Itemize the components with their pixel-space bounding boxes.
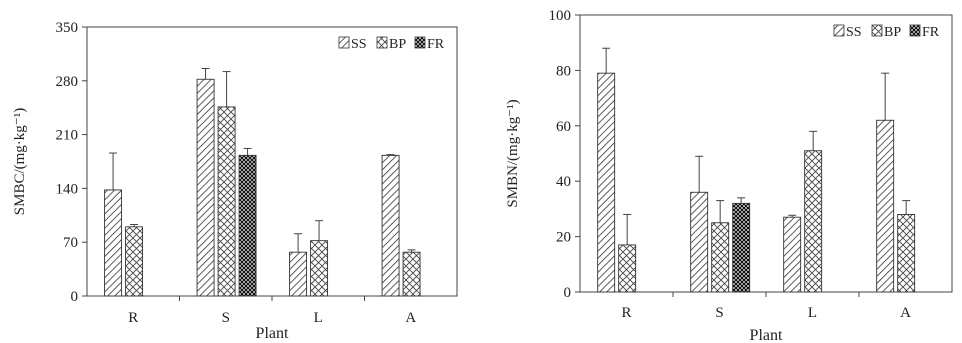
y-tick-label: 0 — [71, 289, 79, 305]
y-tick-label: 40 — [556, 174, 571, 190]
legend-swatch-ss — [833, 24, 845, 37]
y-tick-label: 80 — [556, 63, 571, 79]
y-axis-label: SMBC/(mg·kg⁻¹) — [12, 108, 28, 215]
legend-swatch-ss — [338, 36, 350, 49]
bar-ss-r — [104, 189, 123, 297]
x-axis-label: Plant — [256, 325, 289, 342]
bars — [104, 68, 421, 297]
y-tick-label: 60 — [556, 119, 571, 135]
legend-label-ss: SS — [351, 37, 367, 52]
error-bar-ss-a — [881, 72, 890, 121]
legend-swatch-fr — [414, 36, 426, 49]
error-bar-bp-s — [222, 71, 231, 107]
legend-swatch-fr — [909, 24, 921, 37]
y-axis: 0 20 40 60 80 100 — [549, 8, 580, 301]
bar-fr-s — [732, 202, 751, 293]
legend: SS BP FR — [833, 24, 940, 40]
error-bar-fr-s — [243, 147, 252, 156]
error-bar-ss-l — [294, 233, 303, 253]
legend-label-bp: BP — [884, 25, 901, 40]
y-axis-label: SMBN/(mg·kg⁻¹) — [505, 99, 521, 207]
bar-bp-a — [402, 251, 421, 297]
error-bar-ss-s — [201, 68, 210, 80]
error-bar-bp-r — [623, 213, 632, 245]
bar-ss-a — [381, 154, 400, 297]
x-tick-label: A — [405, 310, 416, 326]
error-bar-bp-l — [809, 130, 818, 151]
bar-bp-a — [897, 213, 916, 293]
bars — [597, 47, 916, 293]
x-tick-label: R — [621, 305, 631, 321]
error-bar-bp-a — [902, 200, 911, 215]
y-tick-label: 350 — [56, 20, 79, 36]
x-tick-label: L — [808, 305, 817, 321]
smbc-chart: 0 70 140 210 280 350 R S L A Plant SMBC/(mg·kg⁻¹… — [12, 20, 458, 342]
y-tick-label: 20 — [556, 230, 571, 246]
error-bar-ss-s — [695, 155, 704, 193]
bar-bp-l — [310, 240, 329, 297]
error-bar-ss-r — [602, 47, 611, 74]
bar-bp-r — [618, 244, 637, 293]
bar-ss-s — [690, 191, 709, 293]
bar-ss-r — [597, 72, 616, 293]
error-bar-ss-l — [788, 214, 797, 218]
x-tick-label: S — [715, 305, 723, 321]
bar-ss-a — [876, 119, 895, 293]
bar-bp-l — [804, 150, 823, 293]
legend-label-fr: FR — [922, 25, 940, 40]
x-tick-label: S — [222, 310, 230, 326]
y-tick-label: 280 — [56, 74, 79, 90]
smbn-chart: 0 20 40 60 80 100 R S L A Plant SMBN/(mg·kg⁻¹) S… — [505, 8, 953, 343]
x-tick-label: L — [314, 310, 323, 326]
error-bar-bp-a — [407, 249, 416, 253]
y-tick-label: 0 — [564, 285, 572, 301]
error-bar-ss-r — [109, 152, 118, 190]
bar-ss-l — [289, 251, 308, 297]
x-tick-label: R — [128, 310, 138, 326]
legend-label-ss: SS — [846, 25, 862, 40]
legend: SS BP FR — [338, 36, 445, 52]
bar-ss-s — [196, 78, 215, 297]
y-axis: 0 70 140 210 280 350 — [56, 20, 87, 305]
y-tick-label: 210 — [56, 128, 79, 144]
legend-label-fr: FR — [427, 37, 445, 52]
error-bar-bp-r — [130, 224, 139, 227]
x-axis-label: Plant — [750, 327, 783, 343]
legend-swatch-bp — [376, 36, 388, 49]
error-bar-fr-s — [737, 197, 746, 204]
bar-bp-r — [125, 226, 144, 297]
error-bar-ss-a — [386, 154, 395, 156]
legend-swatch-bp — [871, 24, 883, 37]
y-tick-label: 100 — [549, 8, 572, 24]
bar-fr-s — [238, 154, 257, 297]
x-tick-label: A — [900, 305, 911, 321]
y-tick-label: 140 — [56, 181, 79, 197]
bar-ss-l — [783, 216, 802, 293]
legend-label-bp: BP — [389, 37, 406, 52]
error-bar-bp-s — [716, 200, 725, 223]
y-tick-label: 70 — [63, 235, 78, 251]
bar-bp-s — [711, 222, 730, 293]
bar-bp-s — [217, 106, 236, 297]
error-bar-bp-l — [315, 220, 324, 241]
